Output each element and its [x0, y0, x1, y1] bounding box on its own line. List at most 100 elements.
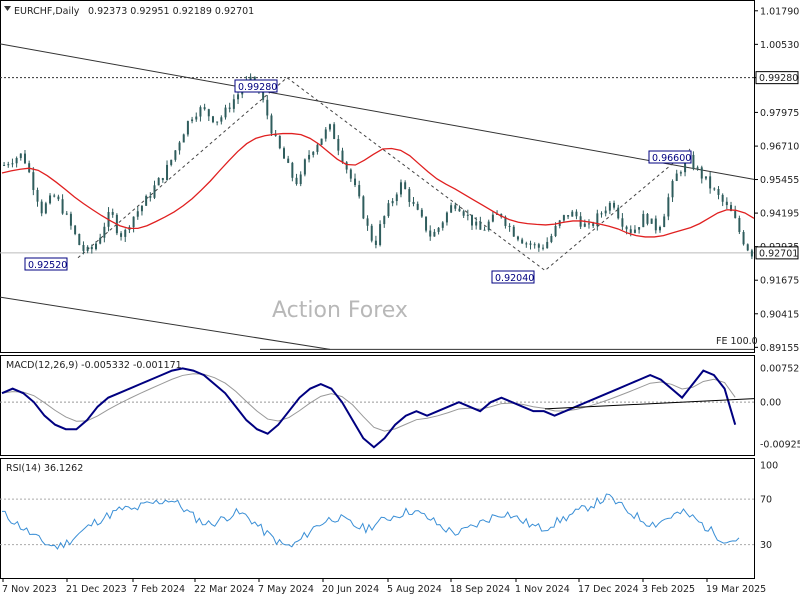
price-label-box	[234, 79, 278, 93]
price-panel-frame	[0, 0, 755, 353]
candle-body	[303, 159, 306, 175]
price-tick-label: 0.97975	[760, 108, 799, 119]
candle-body	[374, 240, 377, 245]
candle-body	[425, 216, 428, 231]
candle-body	[412, 201, 415, 204]
candle-body	[487, 221, 490, 231]
date-tick-label: 20 Jun 2024	[322, 584, 379, 595]
macd-tick-label: 0.00	[760, 398, 781, 409]
candle-body	[199, 107, 202, 117]
candle-body	[44, 203, 47, 214]
candle-body	[721, 194, 724, 202]
candle-body	[207, 109, 210, 117]
candle-body	[391, 201, 394, 204]
candle-body	[23, 153, 26, 164]
candle-body	[36, 189, 39, 202]
price-tick-label: 1.01790	[760, 6, 799, 17]
candle-body	[224, 107, 227, 118]
candle-body	[667, 197, 670, 217]
candle-body	[592, 223, 595, 226]
candle-body	[696, 167, 699, 169]
candle-body	[700, 167, 703, 179]
price-axis-marker	[755, 246, 799, 260]
candle-body	[362, 196, 365, 219]
candle-body	[533, 244, 536, 246]
candle-body	[145, 195, 148, 206]
price-tick-label: 1.00530	[760, 40, 799, 51]
macd-signal-line	[1, 373, 736, 432]
candle-body	[462, 211, 465, 216]
candle-body	[642, 213, 645, 228]
candle-body	[182, 134, 185, 143]
candle-body	[554, 225, 557, 237]
candle-body	[679, 172, 682, 174]
candle-body	[166, 164, 169, 180]
date-tick-label: 7 Nov 2023	[2, 584, 57, 595]
candle-body	[454, 205, 457, 209]
candle-body	[19, 153, 22, 158]
candle-body	[441, 222, 444, 228]
price-label-box	[491, 270, 535, 284]
candle-body	[491, 214, 494, 222]
macd-title: MACD(12,26,9) -0.005332 -0.001171	[6, 360, 182, 371]
price-axis-marker-label: 0.92701	[759, 248, 798, 259]
symbol-label: EURCHF,Daily	[14, 6, 80, 17]
candle-body	[120, 233, 123, 237]
candle-body	[11, 163, 14, 165]
candle-body	[157, 178, 160, 186]
candle-body	[149, 195, 152, 198]
candle-body	[211, 116, 214, 123]
candle-body	[82, 245, 85, 251]
date-tick-label: 3 Feb 2025	[642, 584, 695, 595]
candle-body	[15, 157, 18, 164]
price-tick-label: 0.94195	[760, 209, 799, 220]
price-axis: 1.01790 1.00530 0.99280 0.97975 0.96710 0.954…	[754, 6, 799, 354]
candle-body	[383, 216, 386, 225]
candle-body	[349, 169, 352, 179]
price-tick-label: 0.95455	[760, 175, 799, 186]
candle-body	[308, 154, 311, 160]
candle-body	[546, 241, 549, 249]
collapse-triangle-icon[interactable]	[4, 6, 11, 11]
candle-body	[629, 229, 632, 233]
ohlc-values: 0.92373 0.92951 0.92189 0.92701	[88, 6, 254, 17]
candle-body	[675, 173, 678, 181]
candle-body	[95, 243, 97, 250]
candle-body	[99, 237, 102, 244]
macd-lines	[1, 367, 755, 449]
candle-body	[429, 230, 432, 237]
candle-body	[671, 180, 674, 198]
candle-body	[328, 124, 331, 130]
candle-body	[508, 225, 511, 227]
macd-trendline	[544, 398, 755, 410]
date-axis: 7 Nov 2023 21 Dec 2023 7 Feb 2024 22 Mar 20…	[2, 578, 766, 595]
candle-body	[408, 189, 411, 202]
candle-body	[370, 225, 373, 241]
macd-tick-label: -0.009252	[760, 439, 800, 450]
rsi-title: RSI(14) 36.1262	[6, 463, 83, 474]
candle-body	[738, 218, 741, 233]
price-tick-label: 0.89155	[760, 343, 799, 354]
candle-body	[399, 182, 402, 195]
candle-body	[621, 218, 624, 227]
candle-body	[571, 211, 574, 217]
candle-body	[195, 116, 198, 120]
candle-body	[638, 227, 641, 230]
candle-body	[404, 182, 407, 190]
candle-body	[713, 188, 716, 190]
date-tick-label: 22 Mar 2024	[194, 584, 254, 595]
candle-body	[136, 211, 139, 217]
candle-body	[40, 201, 43, 214]
date-tick-label: 17 Dec 2024	[578, 584, 639, 595]
price-tick-label: 0.91675	[760, 276, 799, 287]
candle-body	[295, 177, 298, 185]
ma-polyline	[1, 132, 755, 238]
candle-body	[613, 202, 616, 208]
rsi-axis: 100 70 30	[760, 461, 778, 552]
candle-body	[450, 205, 453, 213]
price-tick-label: 0.90415	[760, 309, 799, 320]
candle-body	[471, 214, 473, 226]
date-tick-label: 7 Feb 2024	[132, 584, 185, 595]
candle-body	[232, 99, 235, 109]
price-annotations: 0.99280 0.92520 0.92040 0.96600 FE 100.0	[24, 79, 758, 347]
